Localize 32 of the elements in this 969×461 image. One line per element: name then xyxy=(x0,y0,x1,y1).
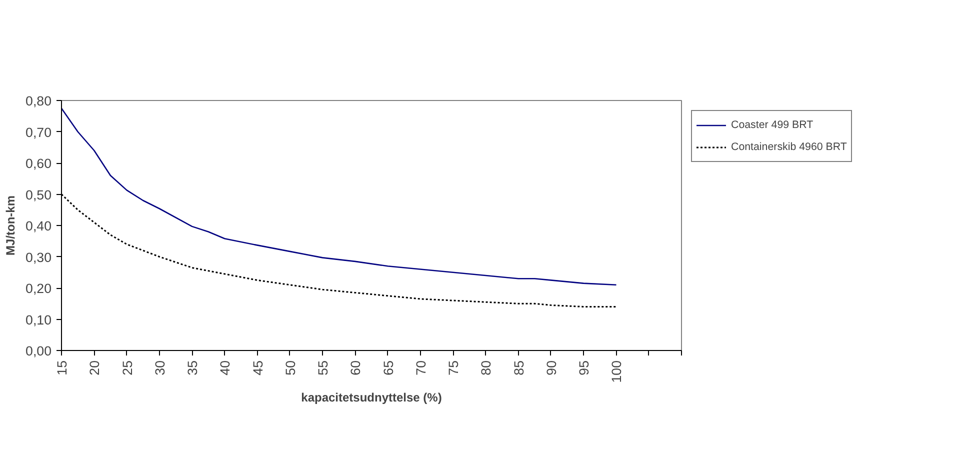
x-tick-label: 85 xyxy=(511,360,526,376)
x-tick-label: 75 xyxy=(446,360,462,376)
y-tick-label: 0,60 xyxy=(26,156,52,171)
x-tick-label: 20 xyxy=(87,360,102,376)
x-tick-label: 60 xyxy=(348,360,364,376)
y-tick-label: 0,00 xyxy=(26,344,52,358)
x-tick-label: 95 xyxy=(576,360,592,376)
y-tick-label: 0,40 xyxy=(26,218,52,234)
y-axis-title: MJ/ton-km xyxy=(4,196,18,256)
y-tick-label: 0,80 xyxy=(26,94,52,108)
y-tick-label: 0,70 xyxy=(26,124,52,140)
x-tick-label: 100 xyxy=(609,360,624,383)
x-tick-label: 35 xyxy=(185,360,200,376)
y-tick-label: 0,30 xyxy=(26,250,52,265)
x-tick-label: 80 xyxy=(478,360,494,376)
y-tick-label: 0,10 xyxy=(26,312,52,328)
y-tick-label: 0,50 xyxy=(26,187,52,202)
x-tick-label: 65 xyxy=(380,360,396,376)
legend-label: Containerskib 4960 BRT xyxy=(731,141,847,153)
x-tick-label: 55 xyxy=(316,360,331,376)
legend-label: Coaster 499 BRT xyxy=(731,119,814,131)
x-tick-label: 25 xyxy=(120,360,135,376)
line-series xyxy=(62,108,617,286)
x-tick-label: 50 xyxy=(282,360,298,376)
x-tick-label: 15 xyxy=(54,360,70,376)
x-axis-title: kapacitetsudnyttelse (%) xyxy=(301,390,442,405)
x-tick-label: 30 xyxy=(152,360,168,376)
y-tick-label: 0,20 xyxy=(26,281,52,296)
x-tick-label: 40 xyxy=(218,360,233,376)
x-tick-label: 70 xyxy=(413,360,428,376)
x-tick-label: 45 xyxy=(250,360,266,376)
x-tick-label: 90 xyxy=(544,360,559,376)
